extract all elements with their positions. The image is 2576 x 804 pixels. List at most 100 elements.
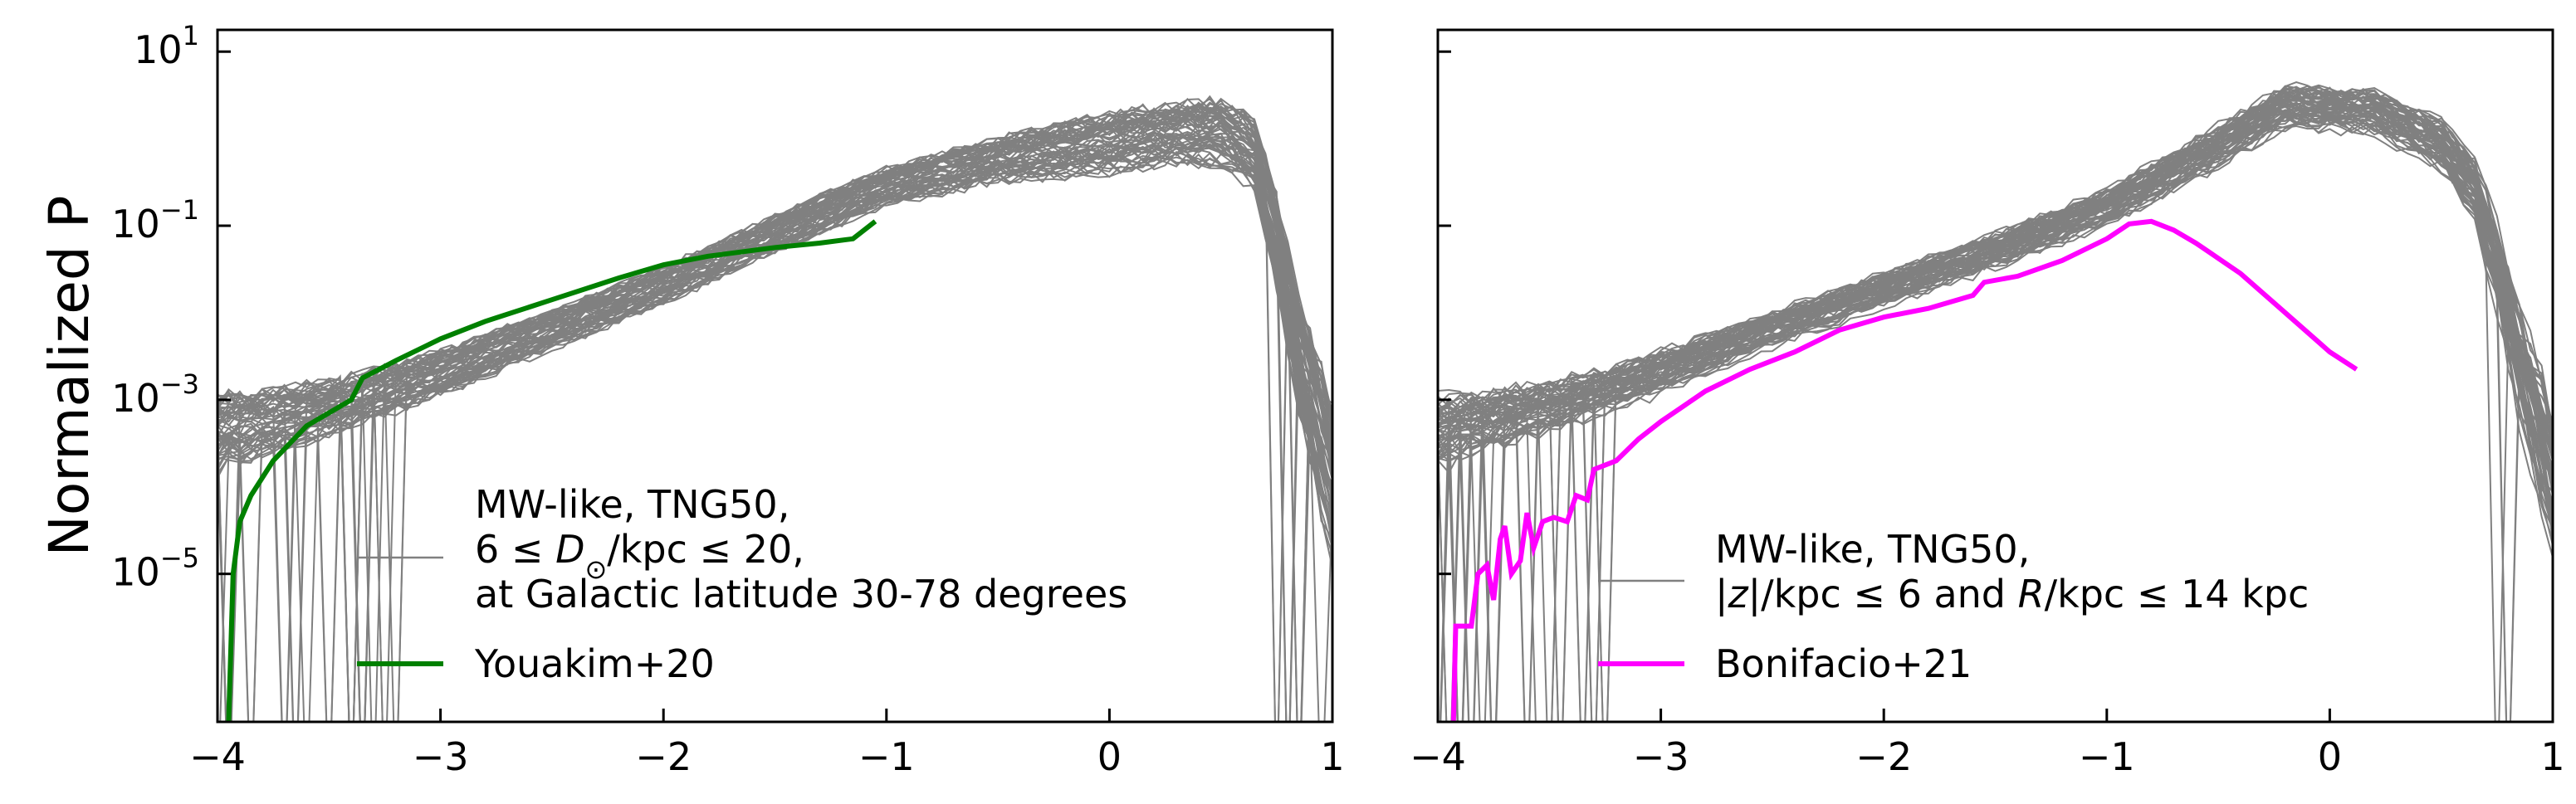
simulation-series-line: [218, 143, 1332, 535]
x-tick-label: −2: [635, 734, 692, 779]
simulation-series-line: [1438, 91, 2553, 722]
x-tick-label: −1: [2079, 734, 2135, 779]
simulation-series-line: [1438, 96, 2553, 487]
legend-sim-line: MW-like, TNG50,: [475, 482, 789, 527]
simulation-series-line: [1438, 90, 2553, 722]
simulation-series-line: [1438, 90, 2553, 722]
simulation-series-line: [1438, 113, 2553, 546]
simulation-series-line: [1438, 85, 2553, 428]
axes-frame: [1436, 28, 2554, 724]
right-panel: −4 −3 −2 −1 0 1 MW-like, TNG50, |z|/kpc ≤ 6 a…: [1410, 28, 2565, 779]
observation-line-youakim: [226, 219, 877, 722]
simulation-series-line: [218, 133, 1332, 507]
legend: MW-like, TNG50, 6 ≤ D⊙/kpc ≤ 20, at Gala…: [357, 482, 1127, 686]
simulation-series-line: [1440, 100, 2553, 722]
x-tick-label: −3: [1633, 734, 1689, 779]
simulation-series-line: [1438, 101, 2553, 722]
simulation-series-line: [1438, 112, 2553, 722]
simulation-series-line: [218, 123, 1332, 489]
x-tick-label: −1: [858, 734, 915, 779]
x-tick-label: 1: [1320, 734, 1344, 779]
simulation-series-line: [218, 98, 1332, 412]
simulation-series-line: [1438, 97, 2553, 722]
simulation-series-line: [1438, 116, 2553, 540]
simulation-series-line: [218, 136, 1332, 524]
x-tick-label: −3: [413, 734, 469, 779]
simulation-series-line: [218, 97, 1332, 722]
simulation-series-line: [1438, 109, 2553, 722]
simulation-series-line: [218, 139, 1332, 722]
simulation-series-line: [1438, 101, 2553, 495]
simulation-series-line: [1438, 105, 2553, 722]
simulation-series-line: [218, 130, 1332, 499]
simulation-series-line: [1438, 100, 2553, 722]
simulation-series-line: [218, 131, 1332, 722]
simulation-series-line: [1438, 108, 2553, 722]
simulation-series-line: [218, 124, 1332, 471]
simulation-series-line: [218, 135, 1332, 490]
simulation-series-line: [1438, 110, 2553, 493]
simulation-series-line: [218, 140, 1332, 514]
legend-obs-label: Bonifacio+21: [1715, 641, 1972, 686]
simulation-series-line: [218, 128, 1332, 495]
left-panel: −4 −3 −2 −1 0 1 101 10−1 10−3 10−5 Normalized P M…: [37, 20, 1345, 779]
x-tick-label: 1: [2540, 734, 2564, 779]
simulation-series-line: [1438, 81, 2553, 722]
simulation-series-line: [1438, 98, 2553, 461]
simulation-series-line: [218, 151, 1332, 722]
simulation-series-line: [1440, 97, 2553, 722]
x-tick-label: 0: [1097, 734, 1122, 779]
simulation-series-line: [218, 99, 1332, 417]
simulation-series-line: [218, 134, 1332, 491]
y-tick-label: 10−5: [111, 543, 199, 595]
x-tick-label: −4: [1410, 734, 1466, 779]
axis-ticks: −4 −3 −2 −1 0 1 101 10−1 10−3 10−5: [111, 20, 1344, 779]
y-tick-label: 10−1: [111, 194, 199, 246]
axes-frame: [216, 28, 1334, 724]
simulation-series-line: [218, 139, 1332, 512]
simulation-series-line: [218, 127, 1332, 722]
simulation-series-line: [1438, 116, 2553, 722]
simulation-lines: [218, 95, 1332, 722]
simulation-series-line: [1438, 113, 2553, 528]
simulation-lines: [1438, 81, 2553, 722]
simulation-series-line: [218, 105, 1332, 722]
simulation-series-line: [1438, 107, 2553, 722]
simulation-series-line: [1438, 110, 2553, 532]
simulation-series-line: [1438, 89, 2553, 722]
simulation-series-line: [218, 105, 1332, 722]
legend-sim-line: |z|/kpc ≤ 6 and R/kpc ≤ 14 kpc: [1715, 572, 2309, 617]
simulation-series-line: [1438, 113, 2553, 505]
simulation-series-line: [218, 153, 1332, 722]
simulation-series-line: [218, 114, 1332, 722]
simulation-series-line: [1438, 86, 2553, 722]
simulation-series-line: [1438, 114, 2553, 722]
simulation-series-line: [1438, 96, 2553, 722]
simulation-series-line: [218, 148, 1332, 529]
simulation-series-line: [218, 98, 1332, 722]
axis-ticks: −4 −3 −2 −1 0 1: [1410, 50, 2565, 779]
simulation-series-line: [1438, 100, 2553, 495]
simulation-series-line: [218, 119, 1332, 473]
simulation-series-line: [218, 139, 1332, 539]
observation-line-bonifacio: [1450, 218, 2358, 722]
simulation-series-line: [1438, 103, 2553, 722]
simulation-series-line: [1438, 100, 2553, 483]
simulation-series-line: [1439, 89, 2553, 722]
simulation-series-line: [218, 104, 1332, 722]
simulation-series-line: [1438, 114, 2553, 522]
simulation-series-line: [1438, 105, 2553, 722]
simulation-series-line: [218, 134, 1332, 516]
simulation-series-line: [1438, 90, 2553, 722]
x-tick-label: 0: [2318, 734, 2342, 779]
simulation-series-line: [1438, 108, 2553, 514]
simulation-series-line: [1438, 103, 2553, 487]
legend-obs-label: Youakim+20: [474, 641, 715, 686]
legend-sim-line: at Galactic latitude 30-78 degrees: [475, 572, 1127, 616]
y-axis-label: Normalized P: [37, 195, 101, 556]
legend: MW-like, TNG50, |z|/kpc ≤ 6 and R/kpc ≤ …: [1598, 527, 2309, 686]
simulation-series-line: [1438, 96, 2553, 476]
simulation-series-line: [218, 95, 1332, 722]
simulation-series-line: [1438, 115, 2553, 521]
